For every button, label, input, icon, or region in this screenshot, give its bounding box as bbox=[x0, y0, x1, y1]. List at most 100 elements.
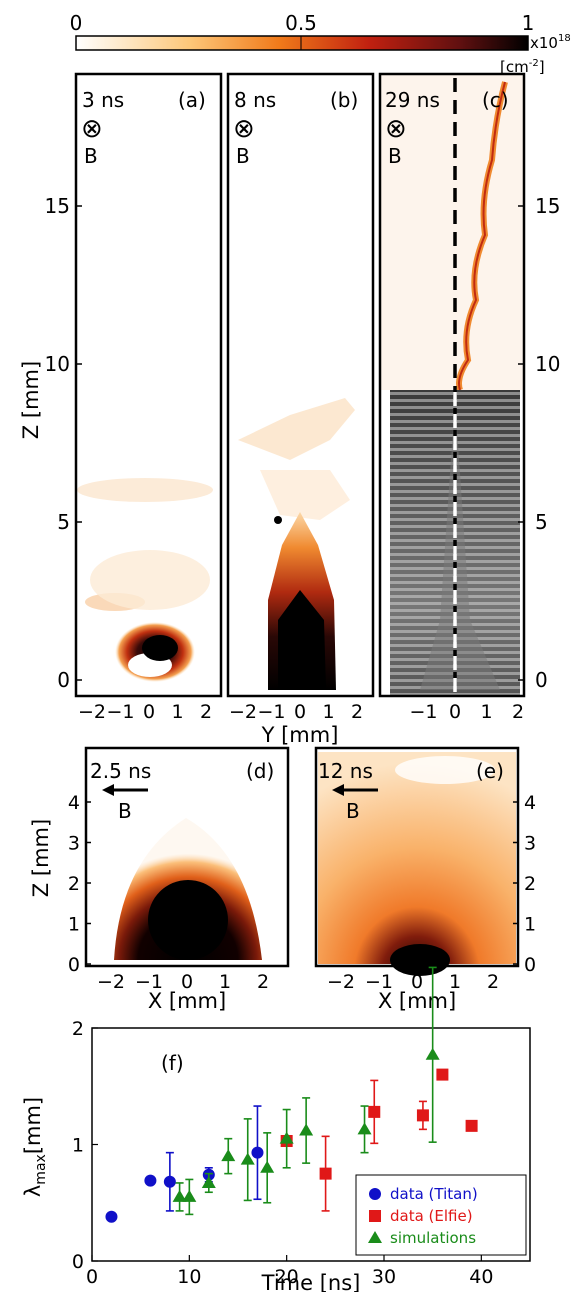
chart-axes: 0 10 20 30 40 0 1 2 bbox=[72, 1018, 494, 1288]
top-z-tick-right-0: 0 bbox=[535, 668, 548, 692]
top-z-tick-right-2: 10 bbox=[535, 352, 560, 376]
legend-label-1: data (Elfie) bbox=[390, 1207, 473, 1225]
top-z-tick-right-3: 15 bbox=[535, 194, 560, 218]
data-point-s0-p4 bbox=[251, 1146, 264, 1159]
panel-d-field-label: B bbox=[118, 799, 132, 823]
data-point-s2-p1 bbox=[182, 1189, 197, 1202]
legend-label-2: simulations bbox=[390, 1229, 476, 1247]
data-point-s0-p1 bbox=[144, 1174, 157, 1187]
panel-e-x-tick-1: −1 bbox=[365, 971, 393, 993]
data-point-s0-p2 bbox=[163, 1175, 176, 1188]
panel-b: 8 ns (b) ⊗ B bbox=[226, 72, 375, 698]
colorbar-tick-0: 0 bbox=[70, 11, 83, 35]
mid-z-tick-left-2: 2 bbox=[68, 873, 80, 895]
chart-x-tick-4: 40 bbox=[469, 1266, 493, 1288]
mid-z-tick-right-4: 4 bbox=[524, 792, 536, 814]
chart-y-tick-1: 1 bbox=[72, 1135, 84, 1157]
data-point-s1-p2 bbox=[368, 1105, 381, 1118]
panel-a-y-tick-3: 1 bbox=[171, 701, 183, 723]
top-z-tick-left-2: 10 bbox=[45, 352, 70, 376]
panel-b-y-tick-4: 2 bbox=[351, 701, 363, 723]
colorbar-gradient bbox=[75, 35, 529, 51]
mid-z-tick-left-3: 3 bbox=[68, 833, 80, 855]
panel-d-x-tick-2: 0 bbox=[181, 971, 193, 993]
colorbar-unit: [cm-2] bbox=[500, 58, 545, 76]
panel-c-y-tick-1: 0 bbox=[449, 701, 461, 723]
colorbar-multiplier: x1018 bbox=[530, 33, 571, 52]
chart-x-tick-1: 10 bbox=[177, 1266, 201, 1288]
panel-b-field-label: B bbox=[236, 144, 250, 168]
data-point-s1-p3 bbox=[416, 1109, 429, 1122]
top-z-axis-label: Z [mm] bbox=[19, 361, 43, 439]
panel-a-y-tick-1: −1 bbox=[106, 701, 134, 723]
mid-z-tick-right-3: 3 bbox=[524, 833, 536, 855]
top-z-tick-left-1: 5 bbox=[57, 510, 70, 534]
data-point-s0-p0 bbox=[105, 1210, 118, 1223]
mid-z-tick-left-1: 1 bbox=[68, 914, 80, 936]
data-point-s1-p1 bbox=[319, 1167, 332, 1180]
chart-x-tick-2: 20 bbox=[275, 1266, 299, 1288]
panel-a-field-label: B bbox=[84, 144, 98, 168]
top-z-tick-left-0: 0 bbox=[57, 668, 70, 692]
panel-e-label: (e) bbox=[476, 759, 504, 783]
panel-c-field-symbol: ⊗ bbox=[385, 114, 407, 144]
chart-x-tick-0: 0 bbox=[86, 1266, 98, 1288]
data-point-s2-p6 bbox=[279, 1131, 294, 1144]
mid-z-tick-right-0: 0 bbox=[524, 954, 536, 976]
legend-marker-1 bbox=[369, 1210, 381, 1222]
panel-c-y-tick-3: 2 bbox=[512, 701, 524, 723]
panel-a-label: (a) bbox=[178, 88, 206, 112]
panel-d-time: 2.5 ns bbox=[90, 759, 151, 783]
data-point-s2-p4 bbox=[240, 1152, 255, 1165]
panel-d-x-tick-1: −1 bbox=[135, 971, 163, 993]
colorbar-tick-0.5: 0.5 bbox=[285, 11, 317, 35]
panel-d: 2.5 ns (d) B bbox=[84, 746, 290, 968]
panel-a-y-tick-2: 0 bbox=[143, 701, 155, 723]
chart-y-tick-2: 2 bbox=[72, 1018, 84, 1040]
chart-panel-label: (f) bbox=[161, 1051, 184, 1075]
mid-z-tick-right-2: 2 bbox=[524, 873, 536, 895]
chart-x-tick-3: 30 bbox=[372, 1266, 396, 1288]
panel-b-image bbox=[238, 398, 355, 690]
chart-y-axis-label: λmax[mm] bbox=[21, 1097, 49, 1197]
panel-c-y-tick-0: −1 bbox=[409, 701, 437, 723]
panel-c-y-tick-2: 1 bbox=[480, 701, 492, 723]
panel-e-x-tick-0: −2 bbox=[327, 971, 355, 993]
panel-e-image bbox=[318, 752, 516, 964]
data-point-s1-p4 bbox=[436, 1068, 449, 1081]
panel-a-time: 3 ns bbox=[82, 88, 124, 112]
mid-z-tick-left-0: 0 bbox=[68, 954, 80, 976]
mid-z-tick-left-4: 4 bbox=[68, 792, 80, 814]
data-point-s1-p5 bbox=[465, 1119, 478, 1132]
panel-a: 3 ns (a) ⊗ B bbox=[74, 72, 223, 698]
panel-d-x-tick-3: 1 bbox=[219, 971, 231, 993]
panel-a-field-symbol: ⊗ bbox=[81, 114, 103, 144]
chart-legend: data (Titan) data (Elfie) simulations bbox=[355, 1174, 527, 1256]
mid-panel-ticks: 0 0 1 1 2 2 3 3 4 4 −2 −2 −1 −1 0 0 1 1 2 2 bbox=[68, 792, 536, 993]
panel-b-y-tick-0: −2 bbox=[229, 701, 257, 723]
chart-x-axis-label: Time [ns] bbox=[261, 1271, 361, 1292]
panel-b-y-tick-1: −1 bbox=[257, 701, 285, 723]
data-point-s2-p8 bbox=[357, 1122, 372, 1135]
data-point-s2-p0 bbox=[172, 1189, 187, 1202]
panel-e-x-tick-4: 2 bbox=[487, 971, 499, 993]
data-point-s2-p3 bbox=[221, 1149, 236, 1162]
colorbar: 0 0.5 1 x1018 [cm-2] bbox=[70, 11, 571, 76]
panel-b-y-tick-2: 0 bbox=[294, 701, 306, 723]
data-point-s2-p5 bbox=[260, 1160, 275, 1173]
panel-b-label: (b) bbox=[330, 88, 358, 112]
legend-marker-0 bbox=[369, 1188, 381, 1200]
mid-z-axis-label: Z [mm] bbox=[29, 819, 53, 897]
panel-a-y-tick-4: 2 bbox=[200, 701, 212, 723]
top-z-tick-right-1: 5 bbox=[535, 510, 548, 534]
panel-c-label: (c) bbox=[482, 88, 509, 112]
mid-z-tick-right-1: 1 bbox=[524, 914, 536, 936]
panel-e-x-tick-2: 0 bbox=[411, 971, 423, 993]
panel-b-y-tick-3: 1 bbox=[322, 701, 334, 723]
top-y-axis-label: Y [mm] bbox=[261, 723, 339, 747]
panel-b-field-symbol: ⊗ bbox=[233, 114, 255, 144]
panel-e: 12 ns (e) B bbox=[314, 746, 520, 976]
